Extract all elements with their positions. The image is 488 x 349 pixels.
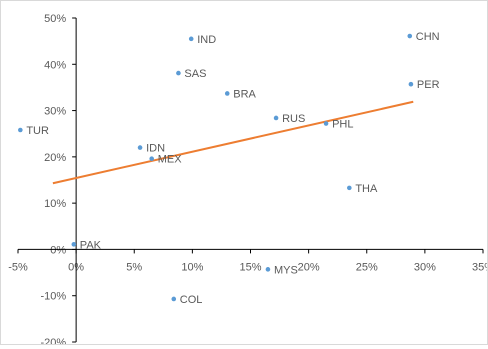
point-label: THA — [355, 183, 378, 195]
data-point-rus: RUS — [273, 113, 305, 125]
y-tick-label: -20% — [40, 337, 66, 344]
point-marker — [171, 296, 177, 302]
point-marker — [408, 81, 414, 87]
point-marker — [188, 36, 194, 42]
point-marker — [71, 242, 77, 247]
point-label: TUR — [26, 125, 49, 137]
y-tick-label: 20% — [44, 152, 66, 164]
y-tick-label: 50% — [44, 13, 66, 25]
chart-svg: -5% 0% 5% 10% 15% 20% 25% 30% 35% -20% -10% 0% 10% 2… — [8, 13, 488, 349]
x-tick-label: 35% — [472, 261, 487, 273]
data-point-sas: SAS — [176, 68, 206, 80]
data-point-phl: PHL — [323, 119, 353, 131]
data-point-tur: TUR — [18, 125, 49, 137]
point-label: RUS — [282, 113, 305, 125]
point-marker — [149, 156, 154, 162]
point-marker — [224, 91, 230, 96]
point-marker — [323, 121, 329, 126]
point-marker — [273, 115, 279, 121]
data-point-pak: PAK — [71, 239, 102, 251]
point-label: IND — [197, 34, 216, 46]
data-point-mex: MEX — [149, 154, 182, 166]
point-marker — [137, 145, 143, 150]
point-label: PER — [417, 79, 440, 91]
point-label: CHN — [416, 31, 440, 43]
x-tick-label: 20% — [298, 261, 320, 273]
data-point-mys: MYS — [265, 264, 298, 276]
x-tick-label: -5% — [8, 261, 28, 273]
x-tick-label: 30% — [414, 261, 436, 273]
trendline-group — [52, 100, 414, 185]
point-label: COL — [180, 294, 203, 306]
point-marker — [176, 70, 181, 76]
point-label: BRA — [233, 88, 256, 100]
data-point-idn: IDN — [137, 143, 165, 155]
y-tick-labels: -20% -10% 0% 10% 20% 30% 40% 50% — [40, 13, 77, 349]
x-tick-labels: -5%0%5%10%15%20%25%30%35% — [8, 249, 488, 273]
point-marker — [18, 127, 23, 133]
y-tick-label: 0% — [50, 244, 66, 256]
data-point-bra: BRA — [224, 88, 257, 100]
point-label: MYS — [274, 264, 298, 276]
point-marker — [347, 185, 352, 191]
y-tick-label: -10% — [40, 291, 66, 303]
data-point-chn: CHN — [407, 31, 440, 43]
x-tick-label: 10% — [181, 261, 203, 273]
data-point-ind: IND — [188, 34, 216, 46]
point-marker — [265, 267, 271, 272]
axes — [18, 18, 483, 342]
trendline — [52, 100, 414, 185]
y-tick-label: 40% — [44, 59, 66, 71]
y-tick-label: 10% — [44, 198, 66, 210]
point-label: PAK — [80, 239, 102, 251]
point-label: PHL — [332, 119, 353, 131]
x-tick-label: 15% — [239, 261, 261, 273]
point-marker — [407, 33, 413, 39]
data-point-tha: THA — [347, 183, 378, 195]
data-point-col: COL — [171, 294, 202, 306]
x-tick-label: 25% — [356, 261, 378, 273]
y-tick-label: 30% — [44, 106, 66, 118]
point-label: SAS — [184, 68, 206, 80]
point-label: IDN — [146, 143, 165, 155]
x-tick-label: 5% — [126, 261, 142, 273]
data-point-per: PER — [408, 79, 440, 91]
point-label: MEX — [158, 154, 183, 166]
